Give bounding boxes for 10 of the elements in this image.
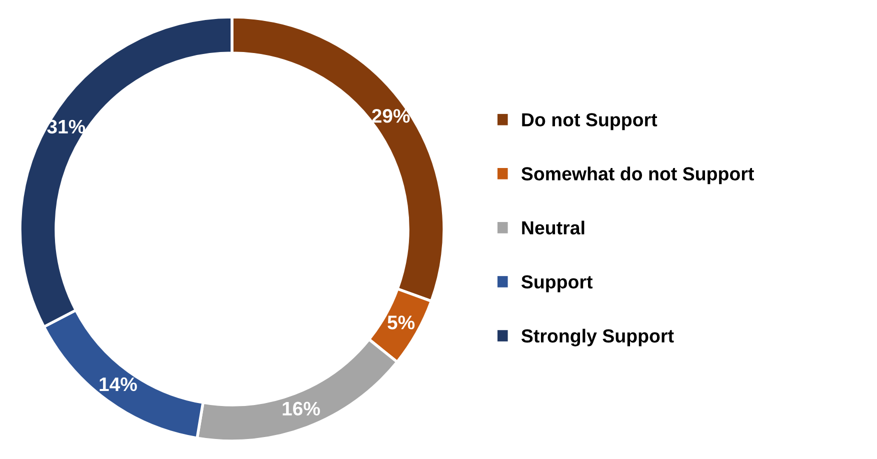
legend-label: Somewhat do not Support — [521, 166, 754, 184]
data-label: 16% — [282, 402, 320, 416]
legend-label: Do not Support — [522, 113, 658, 130]
legend-label: Support — [521, 275, 593, 292]
data-label: 31% — [47, 120, 86, 134]
data-label: 29% — [372, 109, 410, 123]
legend-label: Strongly Support — [521, 328, 674, 346]
legend-label: Neutral — [522, 220, 584, 234]
data-label: 5% — [388, 316, 415, 330]
data-label: 14% — [100, 377, 137, 392]
